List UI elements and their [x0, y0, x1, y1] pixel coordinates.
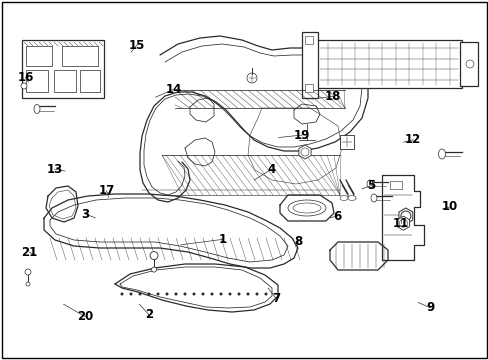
Circle shape — [26, 282, 30, 286]
Circle shape — [129, 292, 132, 296]
Circle shape — [192, 292, 195, 296]
Circle shape — [183, 292, 186, 296]
Circle shape — [301, 148, 308, 156]
Circle shape — [151, 267, 156, 272]
Text: 1: 1 — [218, 233, 226, 246]
Circle shape — [174, 292, 177, 296]
Text: 6: 6 — [333, 210, 341, 222]
FancyBboxPatch shape — [459, 42, 477, 86]
Text: 17: 17 — [98, 184, 115, 197]
Text: 20: 20 — [77, 310, 94, 323]
Text: 15: 15 — [128, 39, 145, 51]
FancyBboxPatch shape — [80, 70, 100, 92]
Ellipse shape — [34, 104, 40, 113]
Text: 16: 16 — [17, 71, 34, 84]
FancyBboxPatch shape — [54, 70, 76, 92]
Circle shape — [246, 292, 249, 296]
Circle shape — [255, 292, 258, 296]
Ellipse shape — [292, 203, 320, 213]
Text: 5: 5 — [367, 179, 375, 192]
Text: 7: 7 — [272, 292, 280, 305]
Circle shape — [21, 83, 27, 89]
FancyBboxPatch shape — [26, 46, 52, 66]
Circle shape — [400, 211, 410, 221]
FancyBboxPatch shape — [22, 40, 104, 98]
Circle shape — [237, 292, 240, 296]
Text: 13: 13 — [46, 163, 63, 176]
Ellipse shape — [366, 180, 372, 188]
Text: 21: 21 — [21, 246, 38, 258]
Circle shape — [25, 269, 31, 275]
FancyBboxPatch shape — [26, 70, 48, 92]
FancyBboxPatch shape — [302, 32, 317, 98]
Circle shape — [147, 292, 150, 296]
Text: 4: 4 — [267, 163, 275, 176]
Text: 19: 19 — [293, 129, 310, 141]
Circle shape — [228, 292, 231, 296]
Text: 11: 11 — [392, 217, 408, 230]
Text: 9: 9 — [426, 301, 433, 314]
Ellipse shape — [438, 149, 445, 159]
Ellipse shape — [347, 195, 355, 201]
FancyBboxPatch shape — [315, 40, 461, 88]
Ellipse shape — [339, 195, 347, 201]
Circle shape — [210, 292, 213, 296]
Circle shape — [246, 73, 257, 83]
FancyBboxPatch shape — [305, 36, 312, 44]
Circle shape — [201, 292, 204, 296]
FancyBboxPatch shape — [389, 181, 401, 189]
Text: 2: 2 — [145, 309, 153, 321]
Text: 8: 8 — [294, 235, 302, 248]
FancyBboxPatch shape — [305, 84, 312, 92]
Circle shape — [465, 60, 473, 68]
Text: 14: 14 — [165, 83, 182, 96]
Ellipse shape — [287, 200, 325, 216]
Circle shape — [219, 292, 222, 296]
Text: 12: 12 — [404, 133, 421, 146]
Circle shape — [138, 292, 141, 296]
FancyBboxPatch shape — [339, 135, 353, 149]
Text: 18: 18 — [324, 90, 340, 103]
Circle shape — [150, 252, 158, 260]
Text: 10: 10 — [441, 201, 457, 213]
Text: 3: 3 — [81, 208, 89, 221]
Ellipse shape — [370, 194, 376, 202]
Circle shape — [156, 292, 159, 296]
FancyBboxPatch shape — [62, 46, 98, 66]
Circle shape — [399, 219, 407, 227]
Circle shape — [120, 292, 123, 296]
Circle shape — [264, 292, 267, 296]
Circle shape — [165, 292, 168, 296]
